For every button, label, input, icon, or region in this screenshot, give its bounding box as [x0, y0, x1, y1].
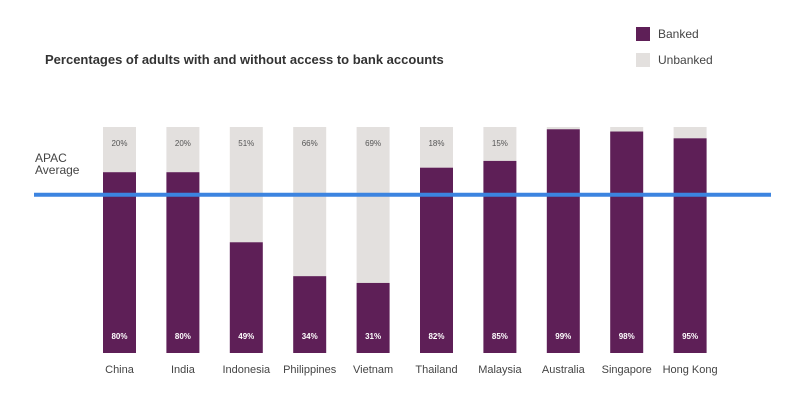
bar-banked [420, 167, 453, 353]
data-label-banked: 85% [492, 332, 508, 341]
data-label-unbanked: 18% [428, 139, 444, 148]
x-tick-label: Philippines [283, 364, 337, 376]
bar-unbanked [420, 127, 453, 168]
reference-line-label-line2: Average [35, 163, 80, 177]
bar-unbanked [610, 127, 644, 132]
x-tick-label: China [105, 364, 135, 376]
bar-banked [546, 129, 580, 353]
legend-swatch-banked [636, 27, 650, 41]
x-tick-label: Singapore [602, 364, 652, 376]
legend-label-unbanked: Unbanked [658, 53, 713, 67]
data-label-banked: 82% [428, 332, 444, 341]
data-label-unbanked: 69% [365, 139, 381, 148]
data-label-banked: 31% [365, 332, 381, 341]
reference-line-label: APAC Average [35, 152, 79, 176]
x-tick-label: India [171, 364, 196, 376]
legend-item-unbanked: Unbanked [636, 52, 713, 68]
bar-banked [673, 138, 707, 353]
data-label-unbanked: 15% [492, 139, 508, 148]
data-label-unbanked: 20% [111, 139, 127, 148]
x-tick-label: Indonesia [222, 364, 271, 376]
legend-item-banked: Banked [636, 26, 713, 42]
bar-banked [103, 172, 136, 353]
legend-label-banked: Banked [658, 27, 699, 41]
x-tick-label: Thailand [415, 364, 457, 376]
data-label-unbanked: 20% [175, 139, 191, 148]
data-label-banked: 99% [555, 332, 571, 341]
bar-banked [483, 160, 517, 353]
bar-banked [166, 172, 200, 353]
bar-unbanked [356, 127, 390, 283]
x-tick-label: Malaysia [478, 364, 522, 376]
data-label-unbanked: 51% [238, 139, 254, 148]
data-label-banked: 49% [238, 332, 254, 341]
legend-swatch-unbanked [636, 53, 650, 67]
legend: Banked Unbanked [636, 26, 713, 78]
data-label-banked: 95% [682, 332, 698, 341]
x-tick-label: Australia [542, 364, 586, 376]
bar-banked [229, 242, 263, 353]
data-label-unbanked: 66% [302, 139, 318, 148]
chart-title: Percentages of adults with and without a… [45, 52, 444, 67]
bar-unbanked [546, 127, 580, 130]
bar-unbanked [483, 127, 517, 161]
x-tick-label: Vietnam [353, 364, 393, 376]
data-label-banked: 34% [302, 332, 318, 341]
data-label-banked: 80% [111, 332, 127, 341]
x-tick-label: Hong Kong [663, 364, 718, 376]
reference-line-label-line1: APAC [35, 151, 67, 165]
bar-banked [610, 131, 644, 353]
bar-unbanked [673, 127, 707, 139]
bar-banked [293, 276, 327, 353]
data-label-banked: 98% [619, 332, 635, 341]
bar-unbanked [166, 127, 200, 173]
bar-unbanked [229, 127, 263, 243]
bar-unbanked [103, 127, 136, 173]
bar-banked [356, 282, 390, 353]
data-label-banked: 80% [175, 332, 191, 341]
bar-unbanked [293, 127, 327, 277]
